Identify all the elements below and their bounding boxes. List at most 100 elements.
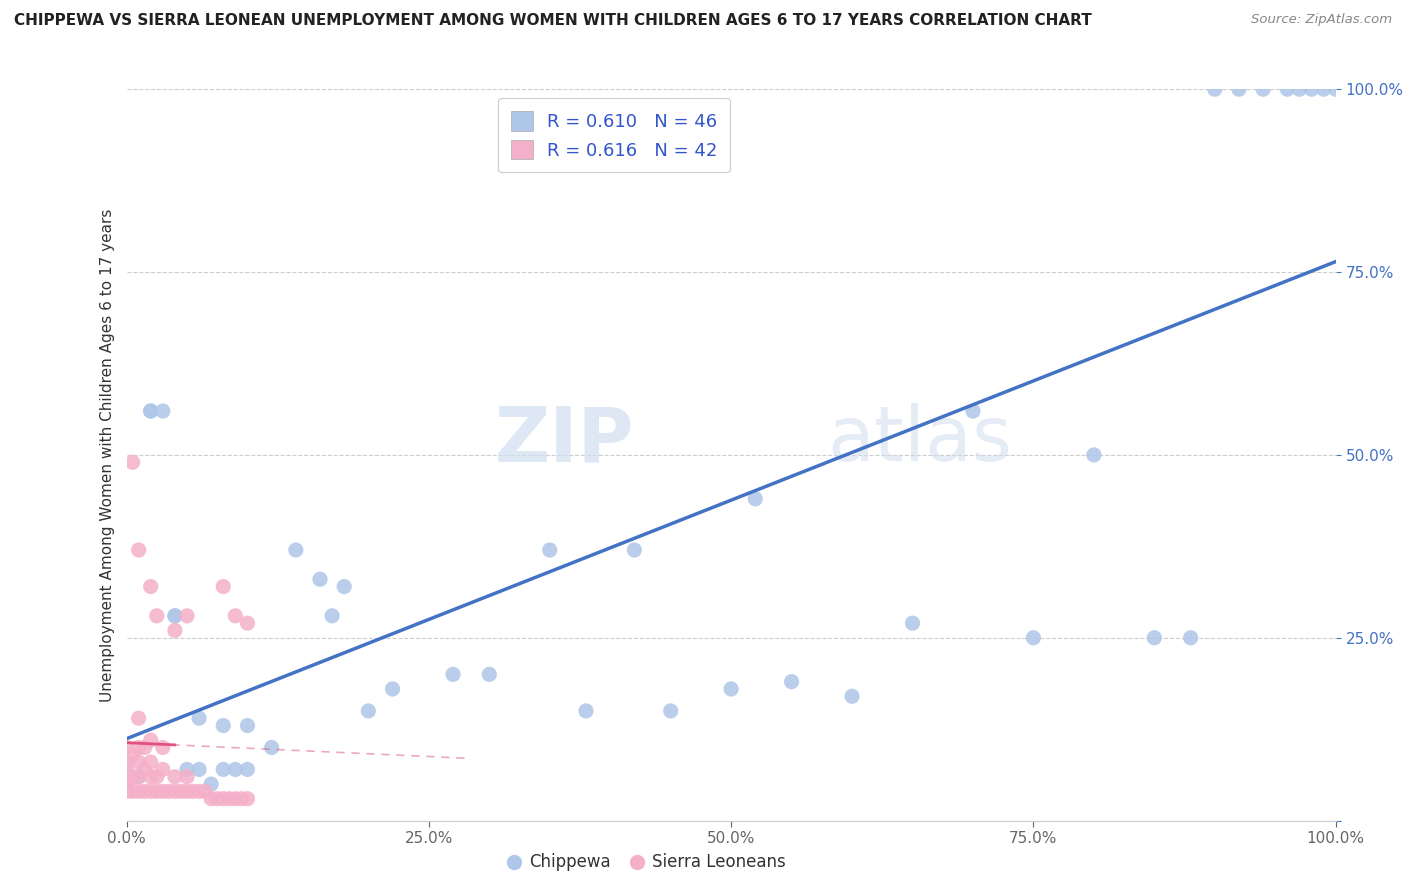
Point [200, 777, 222, 791]
Point [139, 755, 162, 769]
Point [176, 608, 198, 623]
Point [115, 770, 138, 784]
Point [121, 784, 143, 798]
Point [128, 770, 150, 784]
Point [115, 784, 138, 798]
Point [194, 784, 217, 798]
Point [146, 770, 169, 784]
Point [478, 667, 501, 681]
Point [623, 543, 645, 558]
Point [284, 543, 307, 558]
Point [115, 755, 138, 769]
Point [780, 674, 803, 689]
Point [212, 580, 235, 594]
Point [176, 784, 198, 798]
Point [128, 543, 150, 558]
Point [309, 572, 332, 586]
Point [163, 624, 186, 638]
Point [720, 681, 742, 696]
Point [333, 580, 356, 594]
Point [176, 770, 198, 784]
Point [152, 740, 174, 755]
Point [236, 616, 259, 631]
Point [381, 681, 404, 696]
Point [115, 777, 138, 791]
Point [1324, 82, 1347, 96]
Point [841, 690, 863, 704]
Point [236, 718, 259, 732]
Point [224, 791, 246, 805]
Point [163, 608, 186, 623]
Point [1022, 631, 1045, 645]
Point [1312, 82, 1334, 96]
Point [441, 667, 464, 681]
Point [181, 784, 204, 798]
Point [188, 711, 211, 725]
Point [128, 711, 150, 725]
Point [200, 791, 222, 805]
Point [139, 404, 162, 418]
Point [128, 784, 150, 798]
Point [121, 770, 143, 784]
Point [1301, 82, 1323, 96]
Point [128, 755, 150, 769]
Point [152, 784, 174, 798]
Point [134, 763, 156, 777]
Point [659, 704, 682, 718]
Point [128, 740, 150, 755]
Point [188, 784, 211, 798]
Point [139, 404, 162, 418]
Point [901, 616, 924, 631]
Point [321, 608, 343, 623]
Point [1277, 82, 1299, 96]
Text: Source: ZipAtlas.com: Source: ZipAtlas.com [1251, 13, 1392, 27]
Point [134, 740, 156, 755]
Point [236, 763, 259, 777]
Point [170, 784, 193, 798]
Point [1180, 631, 1202, 645]
Point [224, 763, 246, 777]
Point [128, 770, 150, 784]
Point [1227, 82, 1250, 96]
Point [538, 543, 561, 558]
Point [212, 718, 235, 732]
Point [139, 733, 162, 747]
Y-axis label: Unemployment Among Women with Children Ages 6 to 17 years: Unemployment Among Women with Children A… [100, 208, 115, 702]
Point [157, 784, 180, 798]
Point [121, 455, 143, 469]
Point [224, 608, 246, 623]
Point [163, 770, 186, 784]
Point [260, 740, 283, 755]
Point [139, 770, 162, 784]
Point [357, 704, 380, 718]
Text: ZIP: ZIP [495, 403, 634, 477]
Point [212, 763, 235, 777]
Point [146, 784, 169, 798]
Point [163, 784, 186, 798]
Point [1143, 631, 1166, 645]
Point [115, 763, 138, 777]
Point [146, 608, 169, 623]
Point [1083, 448, 1105, 462]
Point [176, 763, 198, 777]
Point [121, 747, 143, 762]
Point [188, 763, 211, 777]
Point [1204, 82, 1226, 96]
Point [575, 704, 598, 718]
Point [152, 763, 174, 777]
Point [1251, 82, 1274, 96]
Point [212, 791, 235, 805]
Point [744, 491, 766, 506]
Point [205, 791, 228, 805]
Point [139, 784, 162, 798]
Point [139, 580, 162, 594]
Point [1288, 82, 1310, 96]
Point [231, 791, 253, 805]
Point [134, 784, 156, 798]
Point [218, 791, 240, 805]
Text: CHIPPEWA VS SIERRA LEONEAN UNEMPLOYMENT AMONG WOMEN WITH CHILDREN AGES 6 TO 17 Y: CHIPPEWA VS SIERRA LEONEAN UNEMPLOYMENT … [14, 13, 1092, 29]
Point [163, 608, 186, 623]
Point [962, 404, 984, 418]
Point [152, 404, 174, 418]
Point [236, 791, 259, 805]
